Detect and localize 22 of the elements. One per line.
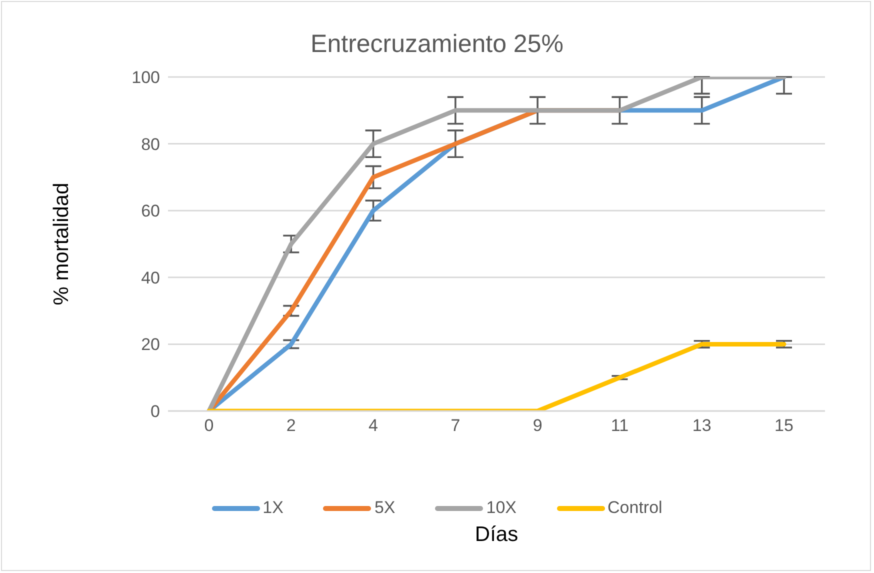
y-axis-title: % mortalidad [50,182,74,306]
x-tick-label: 4 [368,416,378,436]
line-series [206,77,786,411]
legend-label: 10X [485,498,517,518]
x-tick-label: 7 [450,416,460,436]
y-tick-label: 0 [150,402,160,422]
x-tick-label: 2 [286,416,296,436]
x-tick-label: 9 [532,416,542,436]
x-axis-title: Días [474,523,518,546]
y-tick-label: 20 [141,335,160,354]
y-tick-label: 100 [132,68,160,88]
x-tick-label: 13 [692,416,712,436]
legend-label: 1X [262,498,284,518]
chart-title: Entrecruzamiento 25% [310,30,564,59]
y-tick-label: 40 [141,268,160,288]
x-tick-label: 0 [204,416,214,436]
y-tick-label: 60 [141,202,160,221]
x-tick-label: 15 [774,416,794,436]
y-tick-label: 80 [141,134,160,154]
legend-label: Control [606,498,662,518]
x-tick-label: 11 [610,416,629,436]
legend-label: 5X [373,498,396,518]
